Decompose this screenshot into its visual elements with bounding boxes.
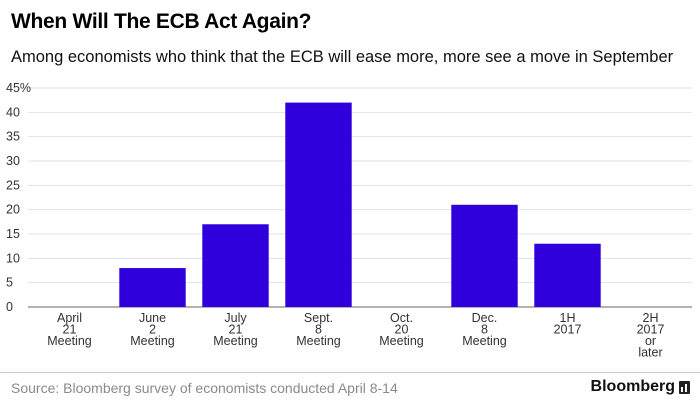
source-note: Source: Bloomberg survey of economists c… [11,380,398,396]
x-tick-label: April 21 Meeting [47,311,92,348]
x-tick-label: Sept. 8 Meeting [296,311,341,348]
brand-logo: Bloomberg [591,378,690,396]
x-tick-label-line: 8 [481,323,488,337]
x-tick-label-line: later [638,346,662,360]
x-tick-label-line: Oct. [390,311,413,325]
x-tick-label-line: July [224,311,247,325]
x-tick-label: 1H 2017 [554,311,582,337]
x-tick-label-line: Meeting [213,334,258,348]
x-tick-label-line: 1H [560,311,576,325]
x-tick-label-line: Sept. [304,311,333,325]
x-tick-label-line: 20 [395,323,409,337]
y-tick-label: 5 [6,276,13,290]
x-tick-label: 2H 2017 or later [637,311,665,360]
chart-title: When Will The ECB Act Again? [11,10,312,33]
y-tick-label: 30 [6,154,20,168]
x-tick-label-line: Meeting [47,334,92,348]
y-tick-label: 35 [6,130,20,144]
brand-name: Bloomberg [590,378,675,395]
y-tick-label: 45% [6,81,31,95]
x-tick-label-line: 2H [643,311,659,325]
x-tick-label: June 2 Meeting [130,311,175,348]
y-tick-label: 25 [6,178,20,192]
x-tick-label-line: Meeting [130,334,175,348]
x-tick-label-line: Dec. [472,311,498,325]
bar [451,204,518,307]
x-tick-label-line: Meeting [379,334,424,348]
y-tick-label: 10 [6,251,20,265]
footer-divider [0,372,700,373]
x-tick-label-line: 2017 [554,323,582,337]
bar [285,102,352,307]
x-tick-label: July 21 Meeting [213,311,258,348]
x-tick-label: Oct. 20 Meeting [379,311,424,348]
x-tick-label-line: 8 [315,323,322,337]
x-tick-label-line: Meeting [462,334,507,348]
bloomberg-icon [679,380,690,394]
bar [119,268,186,307]
chart-subtitle: Among economists who think that the ECB … [11,48,674,66]
y-tick-label: 20 [6,203,20,217]
x-tick-label-line: 21 [229,323,243,337]
x-tick-label-line: April [57,311,82,325]
x-tick-label-line: 2 [149,323,156,337]
x-tick-label: Dec. 8 Meeting [462,311,507,348]
x-tick-label-line: 2017 [637,323,665,337]
bar [202,224,269,307]
y-tick-label: 0 [6,300,13,314]
y-tick-label: 15 [6,227,20,241]
x-tick-label-line: Meeting [296,334,341,348]
x-tick-label-line: 21 [63,323,77,337]
y-tick-label: 40 [6,105,20,119]
x-tick-label-line: or [645,334,656,348]
bar [534,243,601,307]
x-tick-label-line: June [139,311,166,325]
